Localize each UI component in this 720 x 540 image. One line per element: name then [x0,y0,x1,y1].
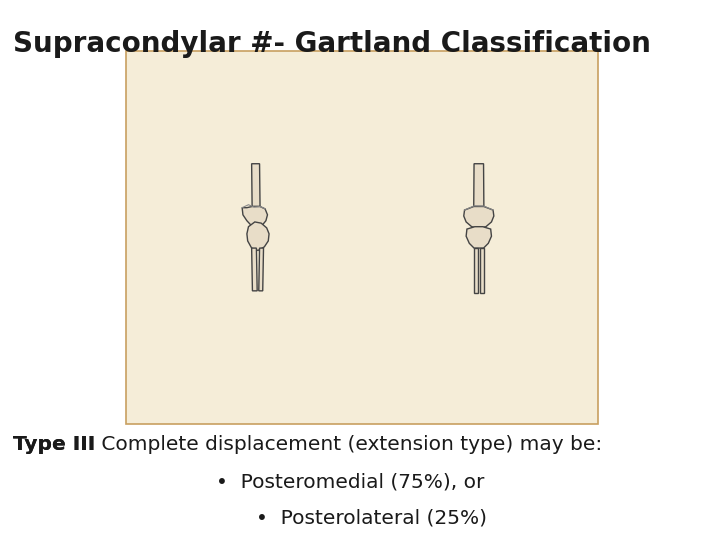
Polygon shape [247,222,269,251]
Text: Supracondylar #- Gartland Classification: Supracondylar #- Gartland Classification [13,30,651,58]
Text: •  Posteromedial (75%), or: • Posteromedial (75%), or [216,472,485,491]
Text: Type III: Type III [13,435,95,454]
Polygon shape [464,206,494,228]
Text: Type III: Type III [13,435,95,454]
Polygon shape [252,164,260,206]
Polygon shape [480,248,484,293]
Polygon shape [474,248,478,293]
Polygon shape [474,164,484,206]
Polygon shape [466,227,492,248]
Polygon shape [258,248,264,291]
Polygon shape [252,248,257,291]
Text: •  Posterolateral (25%): • Posterolateral (25%) [256,509,487,528]
Bar [126,51,598,424]
Polygon shape [242,206,268,228]
Text: Complete displacement (extension type) may be:: Complete displacement (extension type) m… [95,435,603,454]
